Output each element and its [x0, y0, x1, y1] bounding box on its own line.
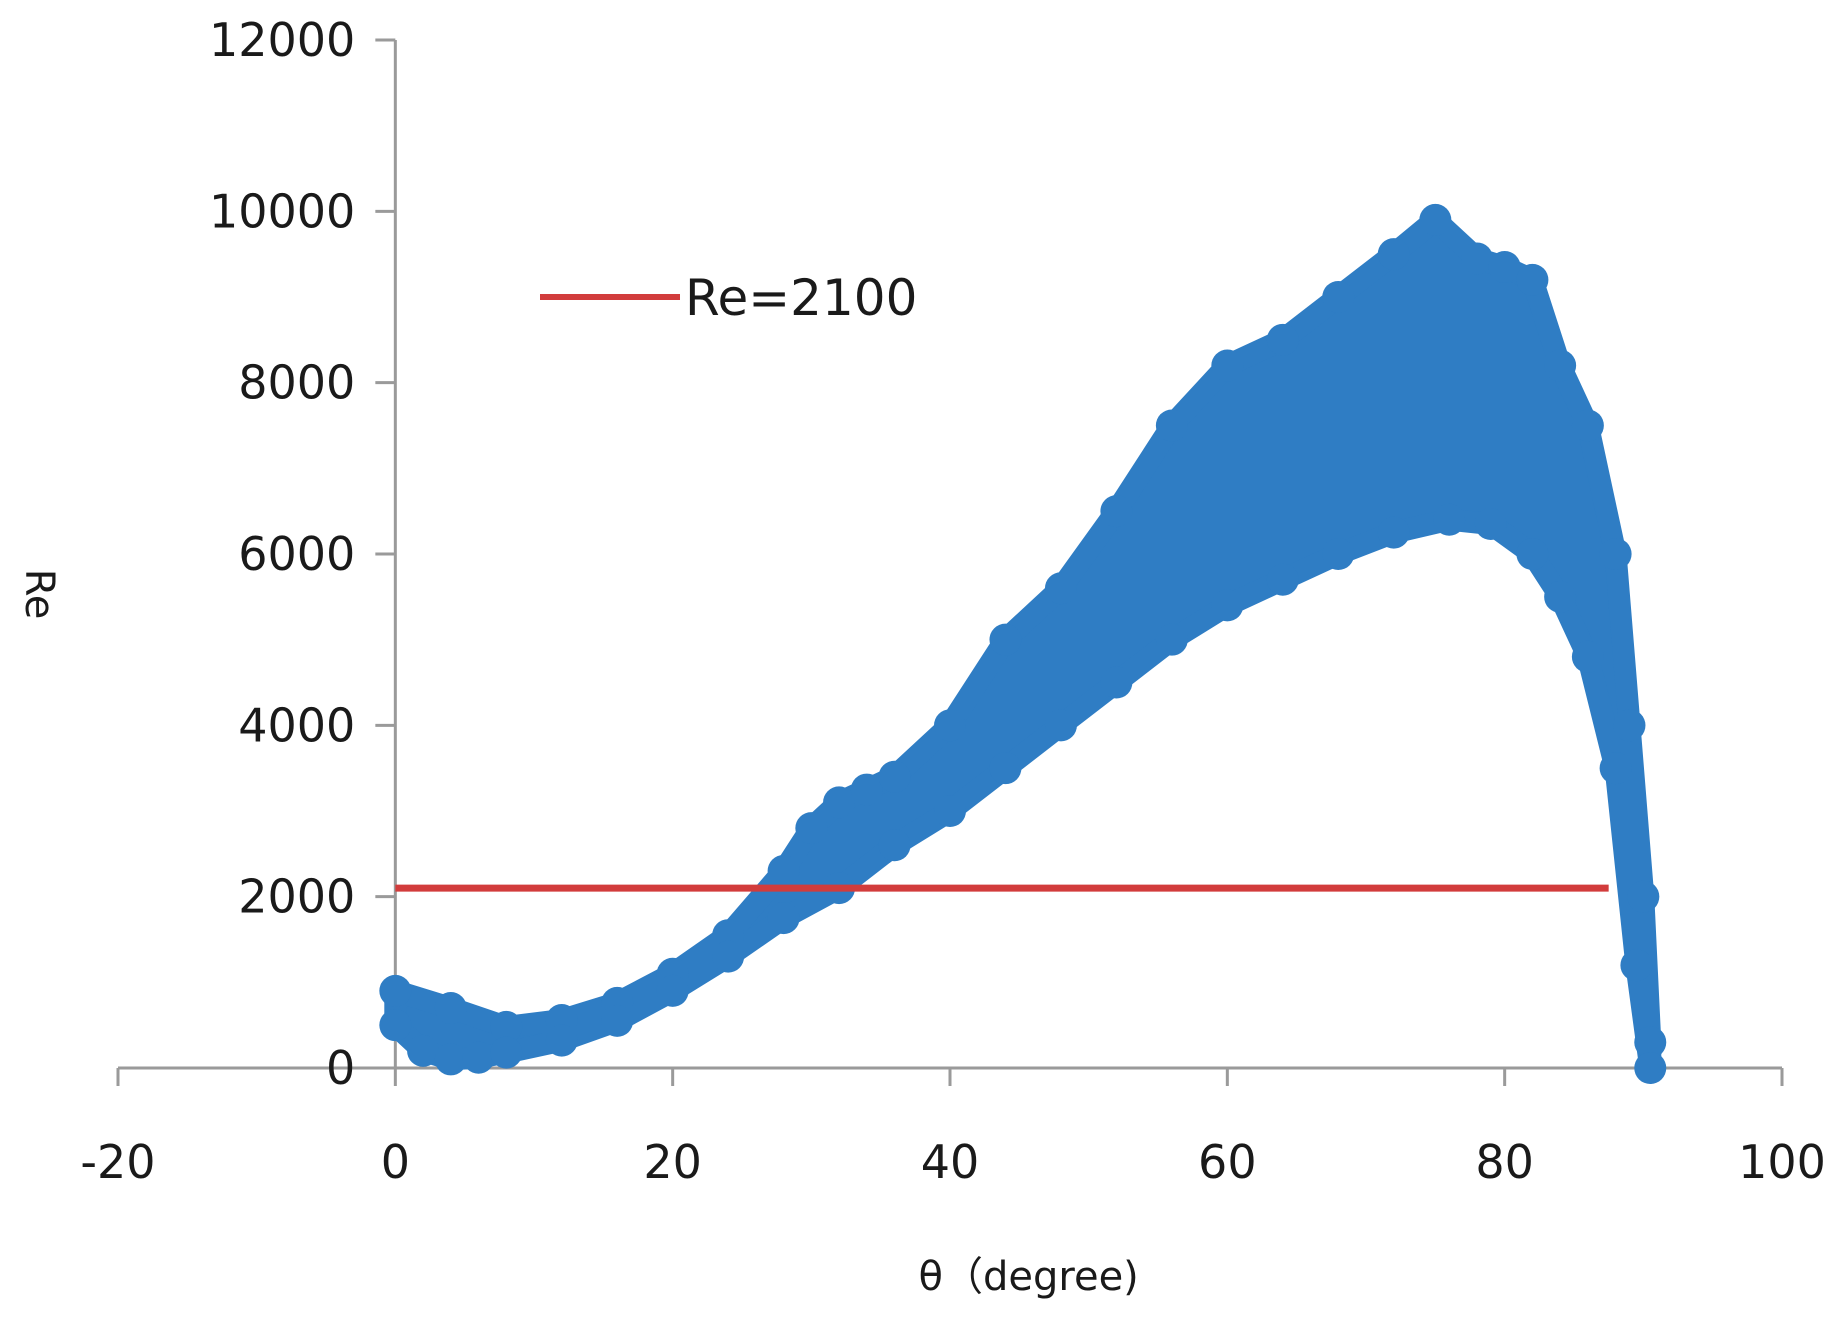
- y-tick-label-0: 0: [326, 1041, 355, 1095]
- scatter-point-lower-12: [934, 795, 966, 827]
- scatter-point-upper-28: [1613, 709, 1646, 742]
- scatter-point-lower-24: [1544, 580, 1577, 613]
- scatter-point-upper-22: [1460, 242, 1493, 275]
- scatter-point-upper-9: [823, 786, 856, 819]
- scatter-point-lower-27: [1620, 949, 1653, 982]
- scatter-point-lower-28: [1634, 1052, 1667, 1084]
- scatter-point-lower-11: [878, 829, 911, 862]
- scatter-point-lower-5: [545, 1024, 578, 1057]
- scatter-point-upper-27: [1599, 538, 1632, 570]
- scatter-point-lower-13: [989, 752, 1022, 785]
- scatter-point-lower-14: [1044, 709, 1077, 742]
- scatter-point-upper-25: [1544, 349, 1577, 382]
- scatter-point-lower-0: [379, 1009, 412, 1042]
- scatter-point-lower-16: [1155, 623, 1188, 656]
- y-tick-label-5: 10000: [209, 184, 355, 238]
- scatter-point-lower-2: [434, 1043, 467, 1076]
- scatter-point-lower-18: [1266, 563, 1299, 596]
- y-tick-label-3: 6000: [238, 527, 355, 581]
- scatter-point-upper-0: [379, 974, 412, 1007]
- scatter-point-lower-23: [1516, 538, 1549, 570]
- scatter-point-lower-1: [407, 1034, 440, 1067]
- scatter-point-lower-3: [462, 1041, 495, 1074]
- scatter-point-lower-26: [1599, 752, 1632, 785]
- scatter-point-lower-20: [1377, 516, 1410, 549]
- scatter-point-upper-7: [767, 854, 800, 887]
- scatter-point-upper-17: [1211, 349, 1244, 382]
- y-tick-label-2: 4000: [238, 698, 355, 752]
- scatter-point-upper-13: [989, 623, 1022, 656]
- scatter-point-upper-29: [1627, 880, 1660, 913]
- scatter-point-lower-9: [767, 902, 800, 935]
- scatter-point-upper-2: [490, 1010, 523, 1043]
- scatter-point-upper-1: [434, 992, 467, 1025]
- scatter-point-lower-17: [1211, 589, 1244, 622]
- scatter-point-upper-24: [1516, 263, 1549, 296]
- scatter-point-lower-6: [601, 1004, 634, 1037]
- scatter-point-upper-20: [1377, 238, 1410, 271]
- x-tick-label-1: 0: [381, 1135, 410, 1189]
- scatter-point-upper-26: [1571, 409, 1604, 442]
- x-tick-label-5: 80: [1475, 1135, 1534, 1189]
- y-tick-label-6: 12000: [209, 13, 355, 67]
- x-axis-title: θ（degree): [919, 1254, 1139, 1300]
- scatter-point-upper-11: [878, 760, 911, 793]
- label-layer: 0 2000 4000 6000 8000 10000 12000 -20 0 20 40 60 80 1…: [80, 13, 1825, 1189]
- legend: Re=2100: [540, 269, 917, 327]
- x-tick-label-2: 20: [643, 1135, 702, 1189]
- scatter-point-upper-23: [1488, 251, 1521, 284]
- scatter-point-upper-18: [1266, 323, 1299, 356]
- axes-layer: [116, 38, 1784, 1086]
- scatter-point-upper-16: [1155, 409, 1188, 442]
- y-axis-title: Re: [16, 569, 62, 620]
- x-tick-label-0: -20: [80, 1135, 155, 1189]
- scatter-point-lower-4: [490, 1036, 523, 1069]
- x-tick-label-3: 40: [921, 1135, 980, 1189]
- scatter-point-upper-21: [1419, 203, 1452, 236]
- scatter-point-upper-19: [1322, 281, 1355, 313]
- legend-label-re2100: Re=2100: [685, 269, 917, 327]
- x-tick-label-6: 100: [1738, 1135, 1826, 1189]
- scatter-point-lower-7: [656, 974, 689, 1007]
- scatter-point-upper-15: [1100, 495, 1133, 528]
- scatter-point-upper-14: [1044, 572, 1077, 605]
- scatter-band: [384, 208, 1662, 1079]
- scatter-point-lower-22: [1474, 508, 1507, 541]
- y-tick-label-4: 8000: [238, 356, 355, 410]
- scatter-point-lower-19: [1322, 538, 1355, 570]
- scatter-point-upper-8: [795, 812, 828, 845]
- y-tick-label-1: 2000: [238, 870, 355, 924]
- data-layer: [379, 203, 1667, 1084]
- scatter-point-upper-10: [850, 773, 883, 806]
- scatter-point-upper-30: [1634, 1026, 1667, 1059]
- x-tick-label-4: 60: [1198, 1135, 1257, 1189]
- scatter-point-lower-21: [1433, 503, 1466, 536]
- scatter-point-lower-25: [1571, 640, 1604, 673]
- scatter-point-upper-12: [934, 709, 966, 742]
- scatter-point-lower-15: [1100, 666, 1133, 699]
- scatter-point-lower-8: [712, 940, 745, 973]
